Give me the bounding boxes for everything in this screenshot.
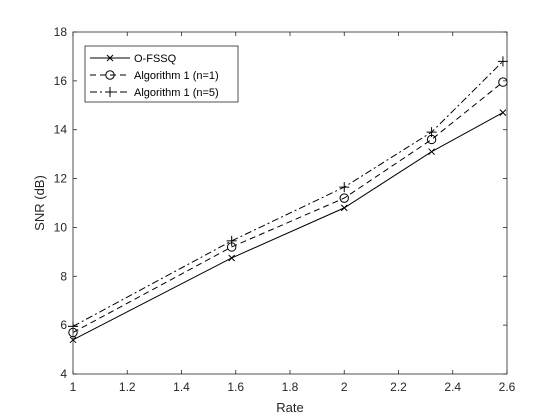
legend-marker-1 xyxy=(106,54,114,62)
legend-marker-2 xyxy=(105,70,115,80)
series-1-point-3 xyxy=(340,204,348,212)
x-tick-label: 2.6 xyxy=(499,380,516,394)
ticks-layer: 1 1.2 1.4 1.6 1.8 2 2.2 2.4 2.6 4 6 8 10 12 14 16 18 xyxy=(54,25,516,394)
y-tick-label: 4 xyxy=(60,367,67,381)
y-tick-label: 10 xyxy=(54,220,68,234)
x-tick-label: 2.4 xyxy=(444,380,461,394)
series-3-point-4 xyxy=(426,127,437,138)
plot-frame xyxy=(72,31,508,375)
legend: O-FSSQ Algorithm 1 (n=1) Algorithm 1 (n=5) xyxy=(84,45,239,103)
y-tick-label: 14 xyxy=(54,123,68,137)
y-tick-label: 12 xyxy=(54,172,68,186)
x-tick-label: 1.2 xyxy=(119,380,136,394)
x-tick-label: 1 xyxy=(70,380,77,394)
y-tick-label: 18 xyxy=(54,25,68,39)
x-tick-label: 1.6 xyxy=(227,380,244,394)
series-3-point-3 xyxy=(339,182,350,193)
x-tick-label: 1.8 xyxy=(282,380,299,394)
series-2-point-3 xyxy=(339,193,349,203)
y-axis-label: SNR (dB) xyxy=(32,175,47,231)
x-tick-label: 1.4 xyxy=(173,380,190,394)
series-3-point-5 xyxy=(497,56,508,67)
y-tick-label: 16 xyxy=(54,74,68,88)
x-axis-label: Rate xyxy=(276,400,303,415)
series-3-point-2 xyxy=(226,235,237,246)
series-1-point-2 xyxy=(228,254,236,262)
legend-label-3: Algorithm 1 (n=5) xyxy=(134,87,219,99)
series-1-point-4 xyxy=(428,148,435,156)
y-tick-label: 6 xyxy=(60,318,67,332)
x-tick-label: 2 xyxy=(341,380,348,394)
legend-label-2: Algorithm 1 (n=1) xyxy=(134,70,219,82)
series-line-2 xyxy=(72,81,504,333)
legend-label-1: O-FSSQ xyxy=(134,53,177,65)
y-tick-label: 8 xyxy=(60,269,67,283)
series-1-point-5 xyxy=(499,109,507,116)
legend-marker-3 xyxy=(105,87,115,97)
x-tick-label: 2.2 xyxy=(390,380,407,394)
